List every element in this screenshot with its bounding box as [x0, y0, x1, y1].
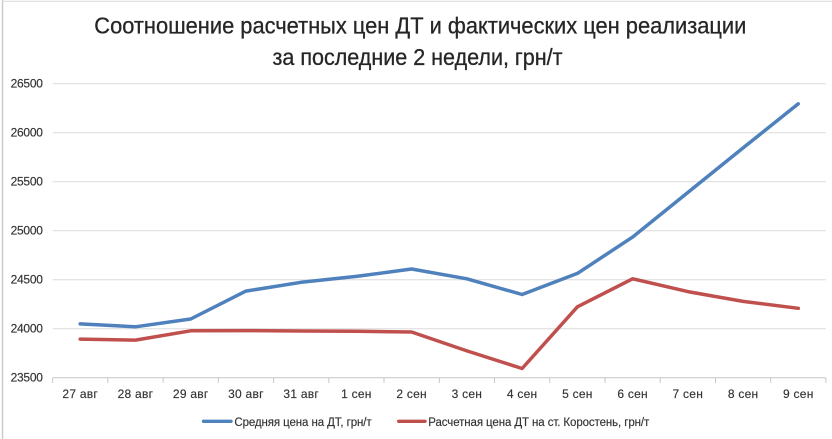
- svg-text:8 сен: 8 сен: [728, 387, 759, 401]
- svg-text:26500: 26500: [11, 77, 44, 91]
- svg-text:31 авг: 31 авг: [283, 387, 319, 401]
- svg-text:27 авг: 27 авг: [62, 387, 98, 401]
- svg-text:6 сен: 6 сен: [617, 387, 648, 401]
- svg-text:7 сен: 7 сен: [673, 387, 704, 401]
- svg-text:24000: 24000: [11, 322, 44, 336]
- svg-text:Соотношение расчетных цен ДТ и: Соотношение расчетных цен ДТ и фактическ…: [94, 13, 746, 39]
- svg-text:2 сен: 2 сен: [396, 387, 427, 401]
- svg-text:за последние 2 недели, грн/т: за последние 2 недели, грн/т: [273, 44, 563, 70]
- svg-text:30 авг: 30 авг: [228, 387, 264, 401]
- svg-text:Средняя цена на ДТ, грн/т: Средняя цена на ДТ, грн/т: [234, 417, 372, 429]
- svg-text:9 сен: 9 сен: [783, 387, 814, 401]
- svg-text:29 авг: 29 авг: [173, 387, 209, 401]
- svg-text:5 сен: 5 сен: [562, 387, 593, 401]
- svg-text:3 сен: 3 сен: [452, 387, 483, 401]
- svg-text:4 сен: 4 сен: [507, 387, 538, 401]
- svg-text:1 сен: 1 сен: [341, 387, 372, 401]
- svg-text:25000: 25000: [11, 224, 44, 238]
- svg-text:26000: 26000: [11, 126, 44, 140]
- svg-text:23500: 23500: [11, 371, 44, 385]
- svg-text:Расчетная цена ДТ на ст. Корос: Расчетная цена ДТ на ст. Коростень, грн/…: [428, 417, 650, 429]
- svg-text:25500: 25500: [11, 175, 44, 189]
- svg-text:24500: 24500: [11, 273, 44, 287]
- svg-text:28 авг: 28 авг: [118, 387, 154, 401]
